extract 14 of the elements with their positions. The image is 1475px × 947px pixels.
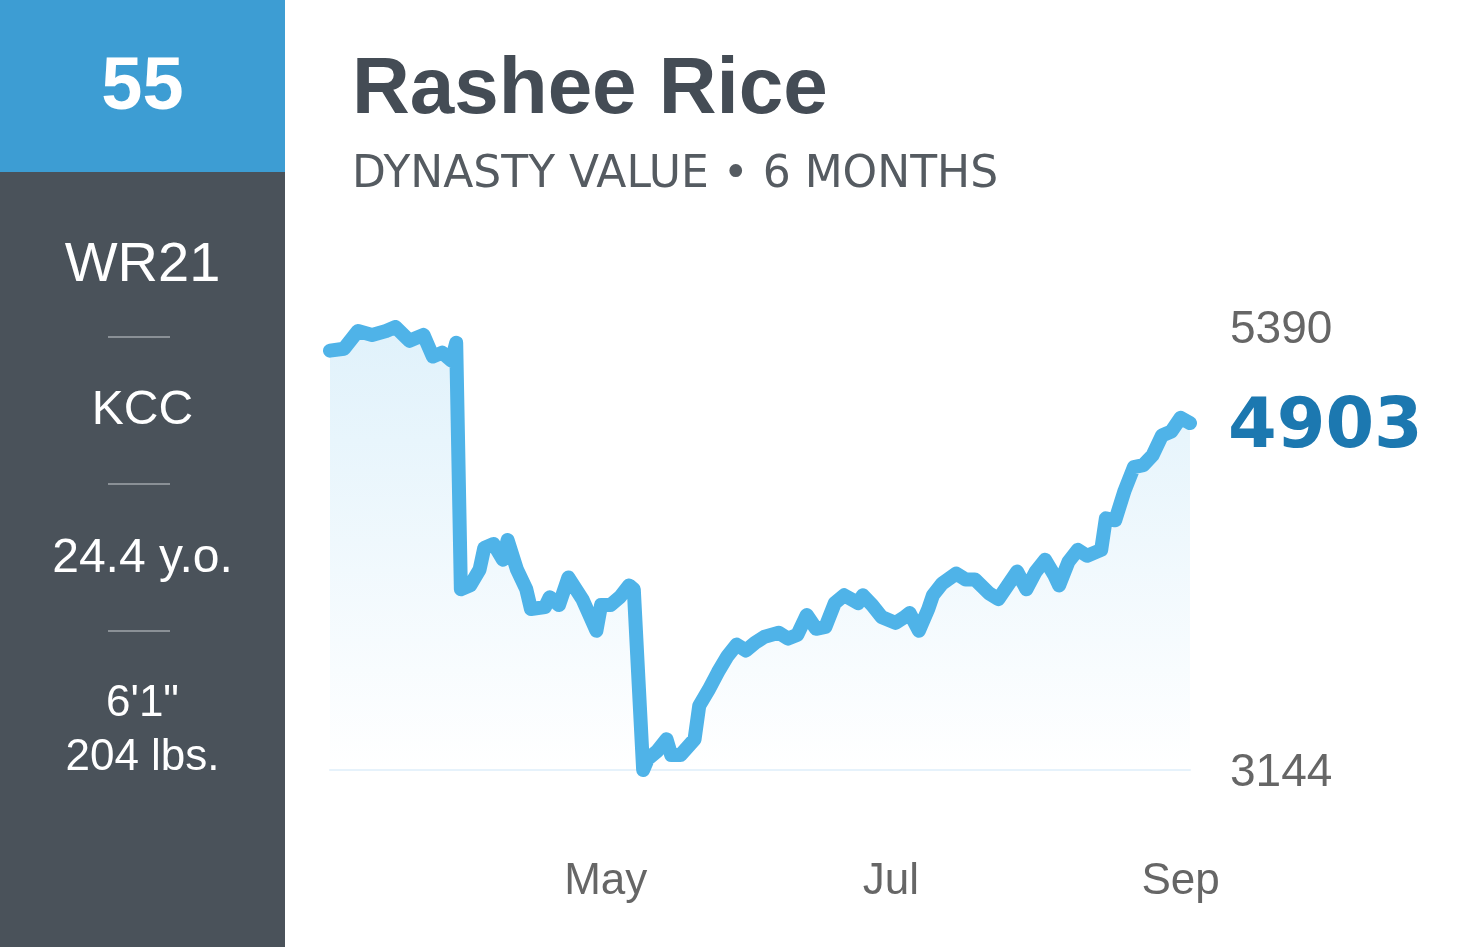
annotation: 4903: [1228, 382, 1423, 465]
x-tick-label: May: [564, 853, 648, 903]
text: WR21: [63, 230, 222, 294]
chart-subtitle: DYNASTY VALUE • 6 MONTHS: [352, 145, 999, 197]
x-tick-label: Sep: [1141, 853, 1220, 903]
text: 24.4 y.o.: [51, 528, 234, 582]
text: KCC: [90, 380, 195, 434]
x-tick-label: Jul: [862, 853, 919, 903]
text: 55: [100, 42, 185, 126]
chart-title: Rashee Rice: [352, 40, 828, 130]
y-tick-label: 3144: [1230, 744, 1333, 796]
text: 6'1": [105, 675, 180, 725]
text: 204 lbs.: [64, 729, 221, 779]
y-tick-label: 5390: [1230, 301, 1333, 353]
